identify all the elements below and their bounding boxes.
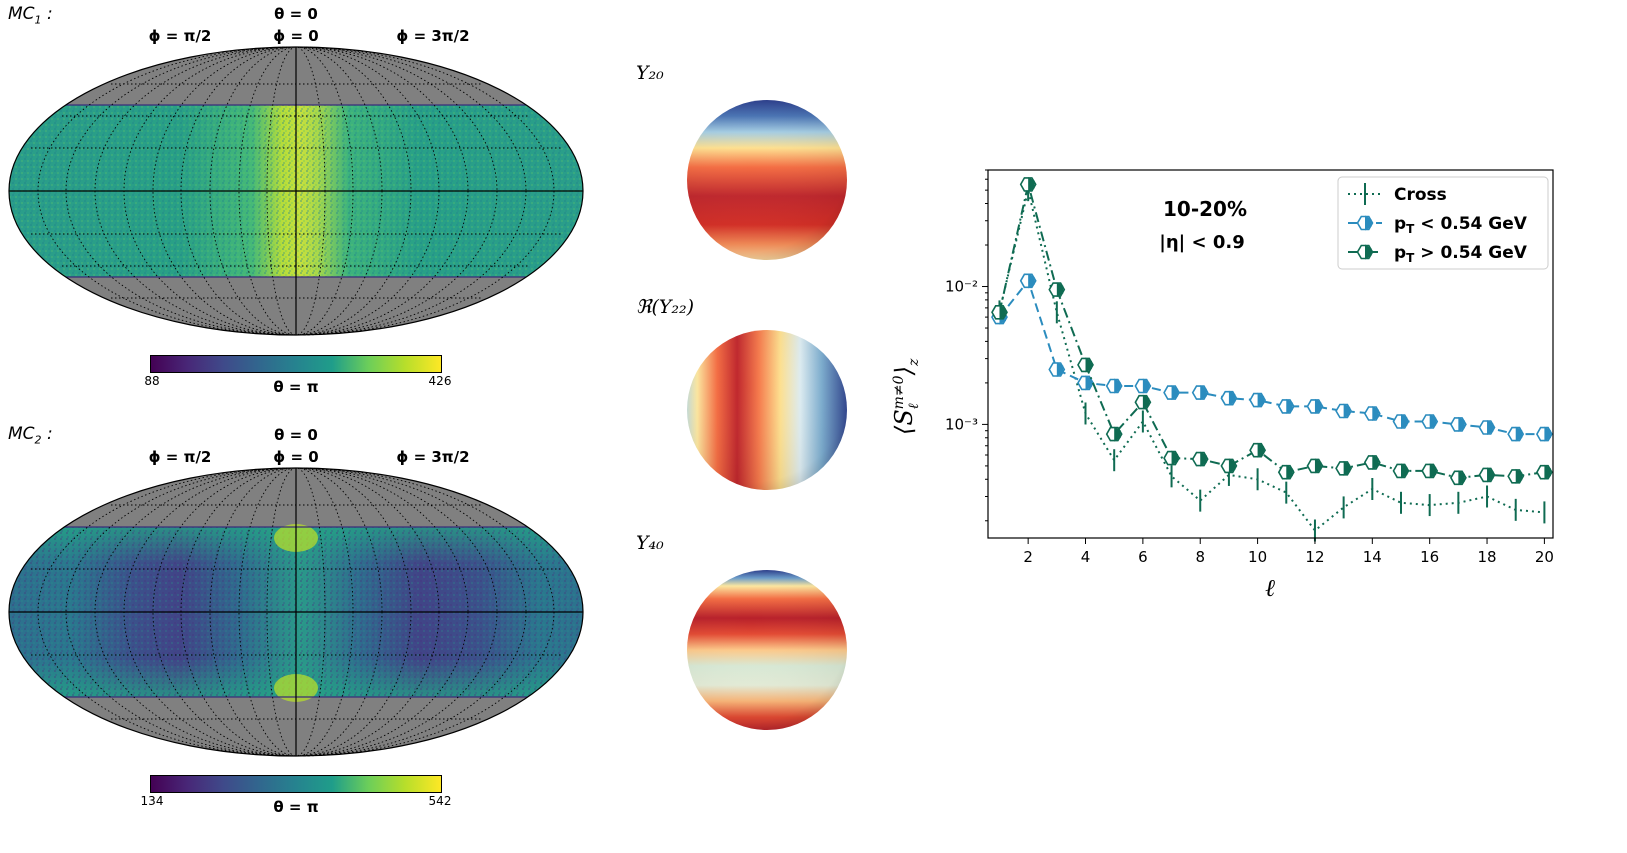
data-point-fill <box>1257 442 1265 458</box>
colorbar-2-max: 542 <box>428 794 452 808</box>
x-tick-label: 18 <box>1477 548 1496 566</box>
map1-theta-bottom: θ = π <box>273 378 319 396</box>
y-tick-label: 10⁻² <box>945 278 978 296</box>
series-1 <box>991 273 1553 442</box>
map2-phi-right: ϕ = 3π/2 <box>396 448 470 466</box>
y-tick-label: 10⁻³ <box>945 415 978 433</box>
legend-item-1: pT < 0.54 GeV <box>1348 214 1528 236</box>
data-point-fill <box>1142 394 1150 410</box>
x-axis-label: ℓ <box>1265 574 1275 602</box>
legend-marker-fill <box>1365 215 1372 231</box>
sphere-label-re-y22: ℜ(Y₂₂) <box>636 296 695 318</box>
data-point-fill <box>1200 385 1207 401</box>
map2-phi-left: ϕ = π/2 <box>148 448 212 466</box>
data-point-fill <box>1056 282 1064 298</box>
legend-marker-fill <box>1365 244 1372 260</box>
map2-theta-top: θ = 0 <box>274 426 318 444</box>
map2-label: MC2 : <box>8 424 53 447</box>
data-point-fill <box>1372 454 1379 470</box>
map1-phi-center: ϕ = 0 <box>273 27 319 45</box>
data-point-fill <box>1343 460 1351 476</box>
data-point-fill <box>1487 467 1494 483</box>
data-point-fill <box>1458 470 1465 486</box>
series-line <box>998 189 1545 532</box>
data-point-fill <box>1286 464 1293 480</box>
legend-item-0: Cross <box>1348 183 1447 205</box>
map1-label: MC1 : <box>8 4 53 27</box>
data-point-fill <box>1544 426 1551 442</box>
data-point-fill <box>1228 390 1236 406</box>
x-tick-label: 20 <box>1535 548 1554 566</box>
data-point-fill <box>1171 450 1179 466</box>
data-point-fill <box>1400 413 1408 429</box>
data-point-fill <box>1314 398 1322 414</box>
annotation-centrality: 10-20% <box>1163 197 1247 221</box>
map1-phi-right: ϕ = 3π/2 <box>396 27 470 45</box>
data-point-fill <box>1171 385 1179 401</box>
legend-label: pT < 0.54 GeV <box>1394 214 1528 236</box>
data-point-fill <box>1429 463 1437 479</box>
data-point-fill <box>1085 357 1093 373</box>
legend-label: Cross <box>1394 185 1447 205</box>
data-point-fill <box>1286 398 1293 414</box>
legend-box <box>1337 176 1549 270</box>
colorbar-2-min: 134 <box>140 794 164 808</box>
data-point-fill <box>1515 426 1523 442</box>
data-point-fill <box>1028 273 1035 289</box>
legend-label: pT > 0.54 GeV <box>1394 243 1528 265</box>
data-point-fill <box>1056 362 1064 378</box>
x-tick-label: 6 <box>1138 548 1148 566</box>
x-tick-label: 16 <box>1420 548 1439 566</box>
y-axis-label: ⟨Sℓm≠0⟩z <box>890 358 922 435</box>
legend-item-2: pT > 0.54 GeV <box>1348 243 1528 265</box>
plot-frame <box>987 169 1554 539</box>
x-tick-label: 2 <box>1023 548 1033 566</box>
x-tick-label: 8 <box>1195 548 1205 566</box>
colorbar-2 <box>150 775 442 793</box>
data-point-fill <box>1372 405 1379 421</box>
sphere-label-y40: Y₄₀ <box>636 532 664 554</box>
map1-theta-top: θ = 0 <box>274 5 318 23</box>
chart-legend: Cross pT < 0.54 GeV pT > 0.54 GeV <box>1337 176 1549 270</box>
map1-phi-left: ϕ = π/2 <box>148 27 212 45</box>
mollweide-map-2 <box>8 467 584 757</box>
data-point-fill <box>1458 416 1465 432</box>
data-point-fill <box>1142 378 1150 394</box>
map2-phi-center: ϕ = 0 <box>273 448 319 466</box>
colorbar-1-min: 88 <box>144 374 160 388</box>
map2-theta-bottom: θ = π <box>273 798 319 816</box>
mollweide-map-1 <box>8 46 584 336</box>
colorbar-1 <box>150 355 442 373</box>
data-point-fill <box>1314 458 1322 474</box>
data-point-fill <box>1429 413 1437 429</box>
data-point-fill <box>999 304 1006 320</box>
data-point-fill <box>1200 451 1207 467</box>
series-line <box>998 278 1545 436</box>
data-point-fill <box>1114 426 1121 442</box>
data-point-fill <box>1515 468 1523 484</box>
data-point-fill <box>1257 392 1265 408</box>
series-2 <box>991 176 1553 486</box>
sphere-label-y20: Y₂₀ <box>636 62 664 84</box>
data-point-fill <box>1028 176 1035 192</box>
x-tick-label: 10 <box>1248 548 1267 566</box>
x-tick-label: 12 <box>1305 548 1324 566</box>
data-point-fill <box>1544 464 1551 480</box>
data-point-fill <box>1228 458 1236 474</box>
sphere-y40 <box>687 570 847 730</box>
annotation-eta: |η| < 0.9 <box>1159 232 1244 253</box>
data-point-fill <box>1343 403 1351 419</box>
data-point-fill <box>1400 463 1408 479</box>
x-tick-label: 14 <box>1363 548 1382 566</box>
x-tick-label: 4 <box>1081 548 1091 566</box>
power-spectrum-chart: 2 4 6 8 10 12 14 16 18 20 10⁻² 10⁻³ ℓ 10-20% |η| < … <box>945 169 1554 602</box>
colorbar-1-max: 426 <box>428 374 452 388</box>
data-point-fill <box>1114 378 1121 394</box>
data-point-fill <box>1487 419 1494 435</box>
sphere-re-y22 <box>687 330 847 490</box>
sphere-y20 <box>687 100 847 260</box>
